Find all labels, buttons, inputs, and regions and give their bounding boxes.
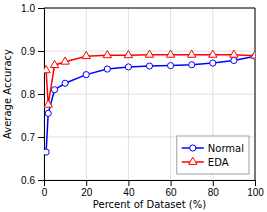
marker: [145, 50, 153, 57]
marker: [44, 66, 50, 73]
y-axis-title: Average Accuracy: [2, 49, 13, 139]
tick-label: 100: [247, 187, 264, 198]
tick: 80: [208, 180, 220, 198]
tick-mark: [213, 180, 214, 186]
marker: [210, 60, 216, 66]
tick-mark: [86, 180, 87, 186]
chart: 0 20 40 60 80 100 0.6 0.7 0.8 0.9 1.0 Normal EDA Perc…: [0, 0, 267, 212]
tick: 60: [166, 180, 178, 198]
x-axis-title: Percent of Dataset (%): [93, 199, 206, 210]
marker: [45, 110, 51, 116]
tick-label: 1.0: [21, 3, 35, 14]
marker: [82, 51, 90, 58]
legend-marker: [189, 157, 197, 164]
marker: [231, 57, 237, 63]
tick-label: 0.6: [21, 175, 35, 186]
marker: [188, 50, 196, 57]
grid: [44, 8, 255, 180]
tick-label: 0: [42, 187, 48, 198]
tick-mark: [38, 180, 44, 181]
tick-label: 0.8: [21, 89, 35, 100]
marker: [50, 60, 58, 67]
tick-mark: [38, 8, 44, 9]
legend-item: EDA: [182, 157, 229, 168]
marker: [104, 66, 110, 72]
tick-label: 0.7: [21, 132, 35, 143]
marker: [209, 50, 217, 57]
marker: [251, 51, 255, 58]
tick-mark: [38, 137, 44, 138]
tick: 1.0: [21, 3, 44, 14]
y-axis: 0.6 0.7 0.8 0.9 1.0: [21, 3, 44, 186]
legend: Normal EDA: [177, 136, 249, 174]
tick-label: 60: [166, 187, 178, 198]
tick-label: 40: [123, 187, 135, 198]
marker: [124, 50, 132, 57]
axis-line: [44, 8, 255, 9]
tick: 40: [123, 180, 135, 198]
tick-mark: [255, 180, 256, 186]
tick: 0.7: [21, 132, 44, 143]
grid-line: [255, 8, 256, 180]
marker: [44, 149, 49, 155]
marker: [168, 63, 174, 69]
axis-line: [255, 8, 256, 180]
axis-line: [45, 181, 256, 187]
tick-mark: [38, 51, 44, 52]
tick-label: 80: [208, 187, 220, 198]
marker: [62, 80, 68, 86]
tick-mark: [128, 180, 129, 186]
marker: [146, 63, 152, 69]
marker: [189, 62, 195, 68]
tick: 100: [247, 180, 264, 198]
x-axis: 0 20 40 60 80 100: [42, 180, 265, 198]
legend-marker: [190, 145, 196, 151]
tick-mark: [38, 94, 44, 95]
tick: 0: [42, 180, 48, 198]
tick-mark: [171, 180, 172, 186]
marker: [166, 50, 174, 57]
marker: [83, 72, 89, 78]
marker: [61, 57, 69, 64]
legend-label: EDA: [208, 157, 229, 168]
marker: [51, 87, 57, 93]
legend-item: Normal: [182, 143, 244, 154]
tick: 0.9: [21, 46, 44, 57]
legend-label: Normal: [208, 143, 244, 154]
plot: 0 20 40 60 80 100 0.6 0.7 0.8 0.9 1.0 Normal EDA: [21, 3, 264, 198]
tick: 20: [81, 180, 93, 198]
tick-label: 20: [81, 187, 93, 198]
tick: 0.6: [21, 175, 44, 186]
marker: [103, 50, 111, 57]
tick: 0.8: [21, 89, 44, 100]
line: [46, 55, 255, 105]
marker: [230, 50, 238, 57]
axis-line: [38, 9, 45, 181]
grid-line: [44, 8, 255, 9]
tick-label: 0.9: [21, 46, 35, 57]
grid-line: [44, 94, 255, 95]
legend-box: [177, 136, 249, 174]
marker: [44, 100, 52, 107]
marker: [125, 64, 131, 70]
